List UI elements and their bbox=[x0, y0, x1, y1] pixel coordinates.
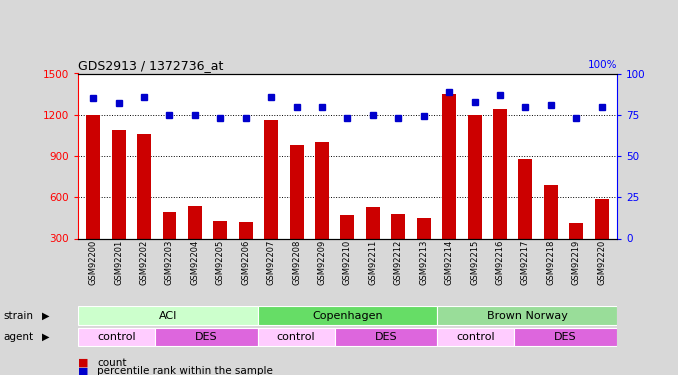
Bar bbox=[155, 328, 258, 346]
Text: ■: ■ bbox=[78, 366, 88, 375]
Text: control: control bbox=[456, 332, 495, 342]
Bar bbox=[239, 222, 253, 280]
Bar bbox=[290, 145, 304, 280]
Bar bbox=[544, 185, 558, 280]
Bar bbox=[515, 328, 617, 346]
Bar bbox=[214, 220, 227, 280]
Text: 100%: 100% bbox=[587, 60, 617, 70]
Text: strain: strain bbox=[3, 311, 33, 321]
Bar bbox=[442, 94, 456, 280]
Bar bbox=[493, 109, 507, 280]
Text: ▶: ▶ bbox=[42, 332, 50, 342]
Bar bbox=[391, 214, 405, 280]
Text: agent: agent bbox=[3, 332, 33, 342]
Bar bbox=[78, 306, 258, 325]
Bar bbox=[468, 115, 481, 280]
Bar bbox=[519, 159, 532, 280]
Text: count: count bbox=[97, 358, 127, 368]
Bar bbox=[264, 120, 278, 280]
Bar bbox=[163, 212, 176, 280]
Bar bbox=[258, 328, 335, 346]
Text: DES: DES bbox=[555, 332, 577, 342]
Text: DES: DES bbox=[195, 332, 218, 342]
Text: control: control bbox=[277, 332, 315, 342]
Bar bbox=[315, 142, 329, 280]
Bar bbox=[258, 306, 437, 325]
Text: GDS2913 / 1372736_at: GDS2913 / 1372736_at bbox=[78, 59, 223, 72]
Text: Copenhagen: Copenhagen bbox=[312, 311, 383, 321]
Bar bbox=[366, 207, 380, 280]
Bar bbox=[417, 218, 431, 280]
Text: percentile rank within the sample: percentile rank within the sample bbox=[97, 366, 273, 375]
Bar bbox=[78, 328, 155, 346]
Text: ACI: ACI bbox=[159, 311, 177, 321]
Bar bbox=[595, 199, 609, 280]
Bar bbox=[137, 134, 151, 280]
Bar bbox=[437, 328, 515, 346]
Bar bbox=[437, 306, 617, 325]
Text: ■: ■ bbox=[78, 358, 88, 368]
Text: DES: DES bbox=[375, 332, 397, 342]
Bar bbox=[340, 215, 355, 280]
Bar bbox=[112, 130, 125, 280]
Text: ▶: ▶ bbox=[42, 311, 50, 321]
Bar bbox=[86, 115, 100, 280]
Bar bbox=[570, 224, 583, 280]
Text: Brown Norway: Brown Norway bbox=[487, 311, 567, 321]
Bar bbox=[335, 328, 437, 346]
Text: control: control bbox=[97, 332, 136, 342]
Bar bbox=[188, 206, 202, 280]
